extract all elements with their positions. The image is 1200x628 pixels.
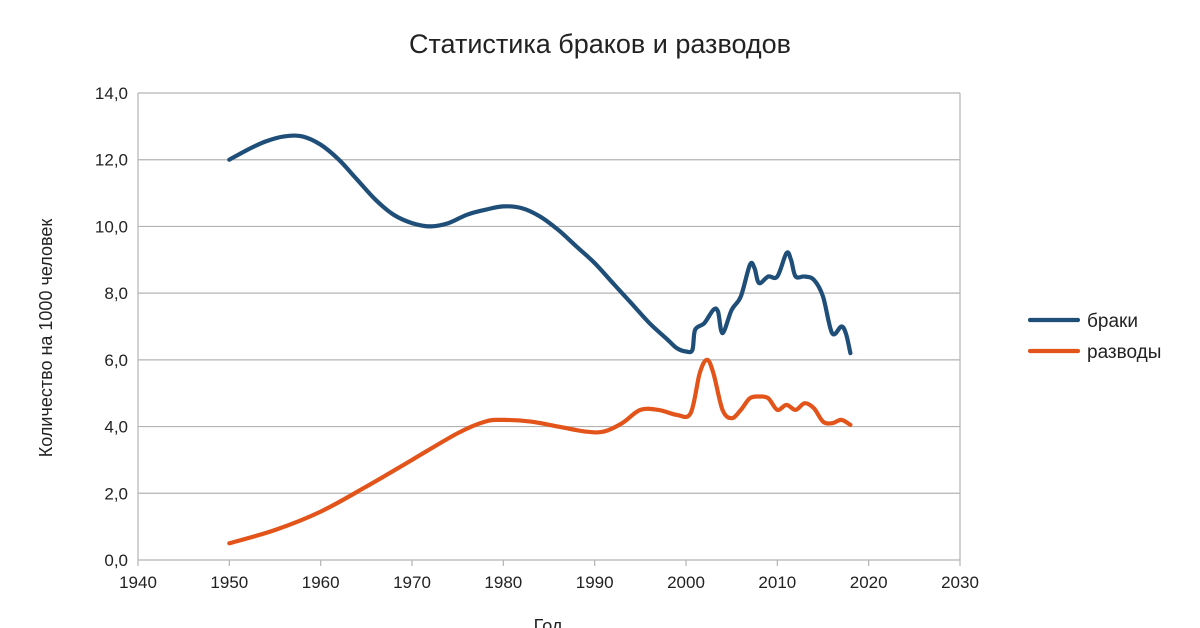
- x-tick-label: 1940: [119, 573, 157, 592]
- x-tick-label: 2030: [941, 573, 979, 592]
- gridlines: [137, 92, 961, 561]
- y-tick-label: 12,0: [95, 151, 128, 170]
- x-tick-label: 1980: [484, 573, 522, 592]
- y-tick-label: 6,0: [104, 351, 128, 370]
- y-tick-label: 4,0: [104, 418, 128, 437]
- x-tick-label: 2010: [758, 573, 796, 592]
- legend-label-0: браки: [1087, 311, 1138, 332]
- series-lines: [227, 133, 853, 546]
- y-tick-label: 2,0: [104, 484, 128, 503]
- x-tick-label: 1960: [302, 573, 340, 592]
- x-axis-title: Год: [534, 616, 563, 628]
- series-line-0: [227, 133, 853, 356]
- y-tick-label: 10,0: [95, 217, 128, 236]
- x-tick-label: 2020: [850, 573, 888, 592]
- y-axis-ticks: 0,0 2,0 4,0 6,0 8,0 10,0 12,0 14,0: [95, 84, 128, 570]
- x-tick-label: 1950: [210, 573, 248, 592]
- legend-label-1: разводы: [1087, 342, 1161, 363]
- series-line-1: [227, 357, 853, 546]
- y-tick-label: 0,0: [104, 551, 128, 570]
- x-axis-ticks: 1940 1950 1960 1970 1980 1990 2000 2010 2020 2030: [119, 560, 979, 592]
- x-tick-label: 1970: [393, 573, 431, 592]
- y-axis-title: Количество на 1000 человек: [36, 219, 56, 458]
- y-tick-label: 14,0: [95, 84, 128, 103]
- x-tick-label: 1990: [576, 573, 614, 592]
- x-tick-label: 2000: [667, 573, 705, 592]
- legend: браки разводы: [1027, 311, 1161, 363]
- y-tick-label: 8,0: [104, 284, 128, 303]
- chart-title: Статистика браков и разводов: [409, 29, 791, 59]
